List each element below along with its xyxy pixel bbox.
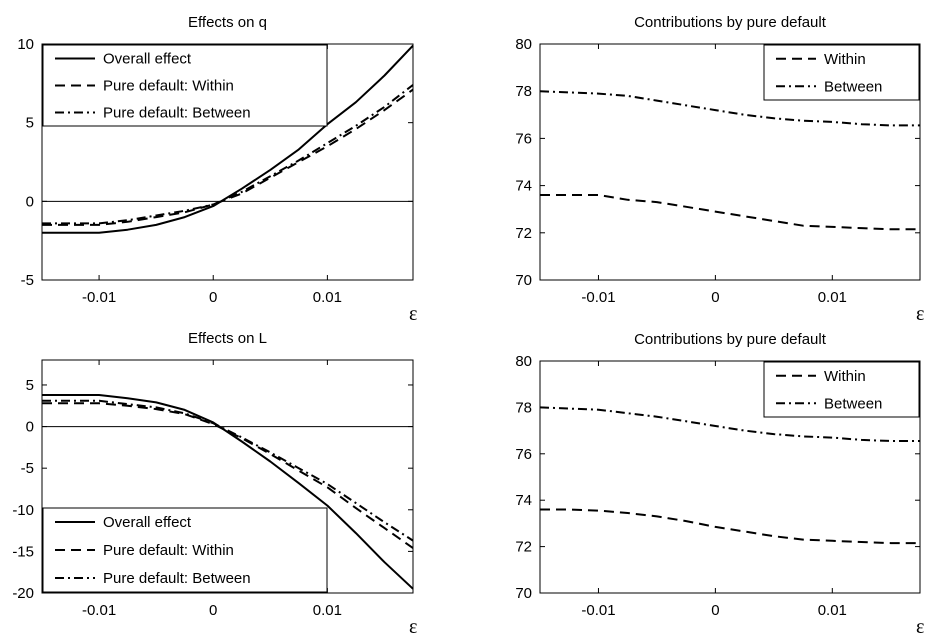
legend-label: Pure default: Between — [103, 105, 251, 122]
x-tick-label: -0.01 — [581, 602, 615, 619]
x-tick-label: -0.01 — [581, 289, 615, 306]
chart-title: Contributions by pure default — [634, 331, 827, 348]
y-tick-label: -10 — [12, 502, 34, 519]
legend-label: Pure default: Within — [103, 542, 234, 559]
y-tick-label: 0 — [26, 419, 34, 436]
x-tick-label: 0 — [209, 289, 217, 306]
plot-frame — [539, 360, 921, 594]
y-tick-label: 72 — [515, 225, 532, 242]
series-line-1 — [42, 44, 414, 234]
legend-label: Pure default: Within — [103, 78, 234, 95]
legend-label: Between — [824, 395, 882, 412]
x-tick-label: 0.01 — [313, 602, 342, 619]
legend-label: Within — [824, 51, 866, 68]
y-tick-label: -5 — [21, 272, 34, 289]
x-tick-label: 0 — [711, 602, 719, 619]
x-tick-label: 0.01 — [818, 602, 847, 619]
y-tick-label: 72 — [515, 539, 532, 556]
chart-title: Effects on L — [188, 330, 267, 347]
legend-box — [763, 361, 920, 418]
legend-label: Pure default: Between — [103, 570, 251, 587]
y-tick-label: -20 — [12, 585, 34, 602]
legend: Within Between — [763, 44, 920, 101]
series-line-1 — [540, 508, 920, 545]
series-line-2 — [539, 90, 920, 127]
y-tick-label: 10 — [17, 36, 34, 53]
x-tick-label: -0.01 — [82, 289, 116, 306]
legend-label: Overall effect — [103, 514, 192, 531]
y-tick-label: 70 — [515, 585, 532, 602]
chart-panel-2: Contributions by pure default -0.01 0 0.01 7… — [515, 14, 924, 325]
series-line-1 — [540, 194, 920, 231]
legend-label: Within — [824, 368, 866, 385]
x-axis-label: ε — [916, 616, 924, 638]
x-axis-label: ε — [409, 303, 417, 325]
chart-title: Contributions by pure default — [634, 14, 827, 31]
y-tick-label: 78 — [515, 399, 532, 416]
y-tick-label: 5 — [26, 115, 34, 132]
x-axis-label: ε — [409, 616, 417, 638]
y-tick-label: 76 — [515, 446, 532, 463]
plot-frame — [41, 359, 414, 594]
y-tick-label: 78 — [515, 83, 532, 100]
y-tick-label: 80 — [515, 353, 532, 370]
y-tick-label: -5 — [21, 460, 34, 477]
series-line-2 — [42, 88, 414, 226]
y-tick-label: 0 — [26, 193, 34, 210]
y-tick-label: 74 — [515, 178, 532, 195]
series-line-3 — [42, 84, 414, 225]
plot-frame — [41, 43, 414, 281]
x-tick-label: -0.01 — [82, 602, 116, 619]
series-line-3 — [42, 399, 414, 542]
y-tick-label: 80 — [515, 36, 532, 53]
x-tick-label: 0 — [209, 602, 217, 619]
x-tick-label: 0.01 — [818, 289, 847, 306]
x-tick-label: 0 — [711, 289, 719, 306]
chart-title: Effects on q — [188, 14, 267, 31]
chart-panel-3: Effects on L -0.01 0 0.01 -20 -15 -10 -5 0 5 ε Over… — [12, 330, 417, 638]
y-tick-label: 76 — [515, 130, 532, 147]
legend: Overall effect Pure default: Within Pure d… — [42, 507, 328, 593]
legend: Overall effect Pure default: Within Pure d… — [42, 44, 328, 127]
series-line-2 — [539, 406, 920, 442]
y-tick-label: 74 — [515, 492, 532, 509]
plot-frame — [539, 43, 921, 281]
series-line-1 — [42, 394, 414, 590]
legend-label: Between — [824, 78, 882, 95]
y-tick-label: 5 — [26, 377, 34, 394]
legend-label: Overall effect — [103, 51, 192, 68]
legend: Within Between — [763, 361, 920, 418]
y-tick-label: -15 — [12, 543, 34, 560]
y-tick-label: 70 — [515, 272, 532, 289]
x-tick-label: 0.01 — [313, 289, 342, 306]
chart-panel-1: Effects on q -0.01 0 0.01 -5 0 5 10 ε Overall eff… — [17, 14, 417, 325]
legend-box — [763, 44, 920, 101]
chart-panel-4: Contributions by pure default -0.01 0 0.01 7… — [515, 331, 924, 638]
x-axis-label: ε — [916, 303, 924, 325]
